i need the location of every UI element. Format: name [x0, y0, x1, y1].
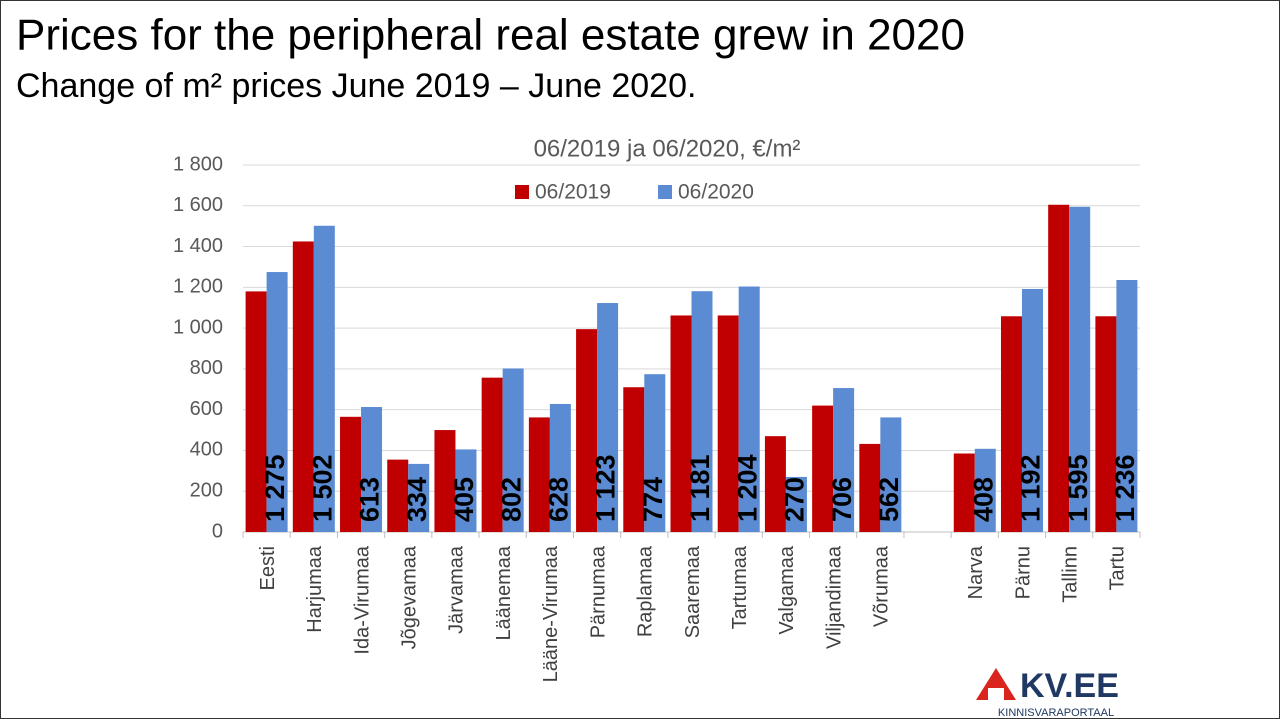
value-label: 1 236: [1110, 454, 1140, 522]
bar: [387, 459, 409, 532]
bar: [266, 272, 288, 532]
bar: [670, 315, 692, 532]
bar: [549, 403, 571, 532]
y-tick-label: 1 400: [173, 235, 223, 257]
y-tick-label: 400: [190, 439, 223, 461]
bar: [1048, 204, 1070, 532]
value-label: 802: [496, 477, 526, 522]
bar: [953, 453, 975, 532]
bar: [880, 417, 902, 532]
bar: [644, 374, 666, 532]
x-tick-label: Raplamaa: [635, 545, 657, 637]
bar: [597, 303, 619, 532]
bar: [292, 241, 314, 533]
slide-title: Prices for the peripheral real estate gr…: [16, 11, 965, 60]
y-tick-label: 200: [190, 480, 223, 502]
x-tick-label: Pärnumaa: [587, 545, 609, 638]
bar: [340, 416, 362, 532]
bar: [623, 387, 645, 532]
value-label: 408: [968, 477, 998, 522]
x-tick-label: Saaremaa: [682, 545, 704, 638]
bar: [502, 368, 524, 532]
value-label: 1 595: [1063, 454, 1093, 522]
x-tick-label: Harjumaa: [304, 545, 326, 633]
bar: [1000, 316, 1022, 532]
bar: [1116, 279, 1138, 532]
bar: [717, 315, 739, 532]
logo-icon: [976, 668, 1016, 700]
x-tick-label: Tartumaa: [729, 545, 751, 629]
legend-label: 06/2019: [535, 181, 611, 204]
bar: [691, 291, 713, 532]
slide-subtitle: Change of m² prices June 2019 – June 202…: [16, 67, 696, 105]
x-tick-label: Narva: [965, 545, 987, 599]
bar: [833, 388, 855, 532]
bar: [408, 463, 430, 532]
x-tick-label: Viljandimaa: [823, 545, 845, 649]
bar: [576, 329, 598, 532]
value-label: 562: [874, 477, 904, 522]
y-tick-label: 1 800: [173, 153, 223, 175]
x-tick-label: Tallinn: [1059, 546, 1081, 603]
bar: [1069, 206, 1091, 532]
bar: [528, 417, 550, 532]
y-tick-label: 0: [212, 520, 223, 542]
legend-swatch: [658, 185, 672, 199]
x-tick-label: Ida-Virumaa: [351, 545, 373, 654]
x-tick-label: Lääne-Virumaa: [540, 545, 562, 682]
value-label: 706: [827, 477, 857, 522]
bar: [1095, 316, 1117, 532]
value-label: 613: [355, 477, 385, 522]
x-tick-label: Jõgevamaa: [399, 545, 421, 649]
bar: [738, 286, 760, 532]
x-tick-label: Valgamaa: [776, 545, 798, 634]
bar: [313, 225, 335, 532]
x-tick-label: Eesti: [257, 546, 279, 590]
bar: [785, 476, 807, 532]
x-tick-label: Võrumaa: [871, 545, 893, 627]
bar: [481, 377, 503, 532]
x-tick-label: Läänemaa: [493, 545, 515, 640]
bar: [434, 430, 456, 532]
value-label: 1 502: [307, 454, 337, 522]
value-label: 405: [449, 477, 479, 522]
value-label: 774: [638, 477, 668, 522]
bar: [974, 448, 996, 532]
y-tick-label: 1 200: [173, 276, 223, 298]
x-tick-label: Tartu: [1107, 546, 1129, 590]
value-label: 1 192: [1016, 454, 1046, 522]
y-tick-label: 600: [190, 398, 223, 420]
bar: [764, 436, 786, 532]
x-tick-label: Pärnu: [1012, 546, 1034, 599]
value-label: 1 275: [260, 454, 290, 522]
y-tick-label: 1 600: [173, 194, 223, 216]
legend-label: 06/2020: [678, 181, 754, 204]
y-tick-label: 1 000: [173, 316, 223, 338]
bar: [455, 449, 477, 532]
y-tick-label: 800: [190, 357, 223, 379]
value-label: 334: [402, 477, 432, 522]
logo: KV.EE KINNISVARAPORTAAL: [976, 667, 1119, 719]
value-label: 1 181: [685, 454, 715, 522]
bar: [361, 407, 383, 532]
bar: [245, 291, 267, 532]
bar: [812, 405, 834, 532]
chart-title: 06/2019 ja 06/2020, €/m²: [534, 135, 801, 162]
bar: [859, 443, 881, 532]
logo-tagline: KINNISVARAPORTAAL: [998, 707, 1114, 719]
value-label: 1 123: [591, 454, 621, 522]
value-label: 270: [780, 477, 810, 522]
value-label: 1 204: [732, 454, 762, 522]
logo-name: KV.EE: [1020, 667, 1119, 705]
legend-swatch: [515, 185, 529, 199]
bar: [1021, 288, 1043, 532]
x-tick-label: Järvamaa: [446, 545, 468, 634]
value-label: 628: [543, 477, 573, 522]
